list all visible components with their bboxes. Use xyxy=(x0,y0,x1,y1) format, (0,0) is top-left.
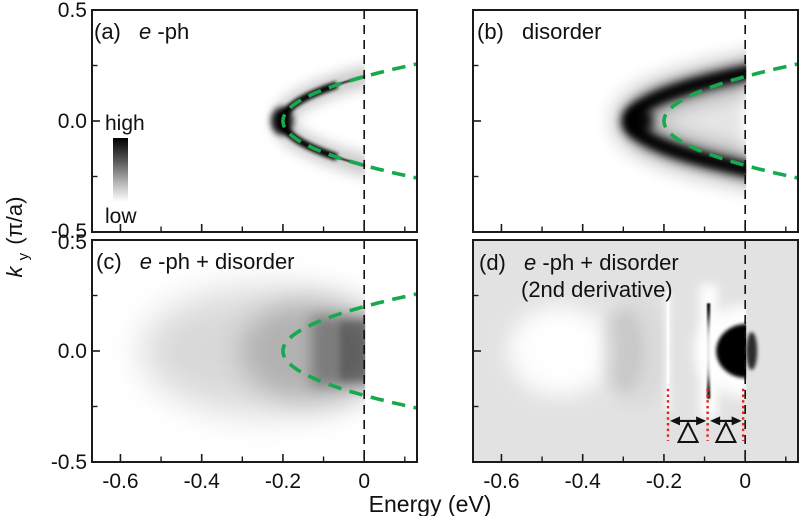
y-tick-label: 0.5 xyxy=(58,0,87,22)
bare-band-curve-a xyxy=(281,62,417,180)
y-axis-label-units: (π/a) xyxy=(2,197,27,245)
panel-b-title: (b) disorder xyxy=(477,19,602,44)
panel-c-border xyxy=(91,239,418,463)
darkest-edge-at-ef xyxy=(339,321,366,381)
gray-smudge-outer xyxy=(603,296,668,406)
panel-b-title-rest: disorder xyxy=(522,19,601,44)
dark-pocket xyxy=(716,324,747,378)
white-lobe-core xyxy=(536,327,589,375)
colorbar-low-label: low xyxy=(105,205,137,228)
colorbar-gradient xyxy=(113,138,128,202)
panel-b-spectral-map xyxy=(614,55,747,187)
x-tick-label: 0 xyxy=(358,470,370,493)
panel-c-index: (c) xyxy=(96,249,122,274)
y-tick-label: -0.5 xyxy=(51,451,87,474)
panel-a-title: (a) e -ph xyxy=(94,19,189,44)
panel-d-fermi-pocket xyxy=(695,305,747,397)
interior-shading xyxy=(631,73,744,169)
pocket-sliver-right xyxy=(746,332,758,370)
faint-line xyxy=(666,291,670,411)
arrowhead-right-icon xyxy=(696,416,707,426)
y-tick-label: 0.0 xyxy=(58,340,87,363)
panel-b-index: (b) xyxy=(477,19,504,44)
arrowhead-left-icon xyxy=(670,416,680,426)
x-tick-label: 0 xyxy=(739,470,751,493)
panel-c-title: (c) e -ph + disorder xyxy=(96,249,295,274)
panel-a-index: (a) xyxy=(94,19,121,44)
y-tick-label: 0.5 xyxy=(58,231,87,254)
colorbar-high-label: high xyxy=(105,112,145,135)
panel-c-spectral-map xyxy=(141,287,366,415)
x-tick-label: -0.2 xyxy=(265,470,301,493)
x-tick-label: -0.6 xyxy=(483,470,519,493)
panel-d-title-rest: -ph + disorder xyxy=(542,250,678,275)
panel-a-spectral-map xyxy=(271,65,366,177)
panel-b-border xyxy=(472,9,799,233)
panel-a-border xyxy=(91,9,418,233)
delta-triangle-symbol-1 xyxy=(714,420,738,443)
y-axis-label: k y (π/a) xyxy=(2,197,33,278)
panel-c-title-rest: -ph + disorder xyxy=(158,249,294,274)
y-axis-label-sub: y xyxy=(15,252,32,260)
delta-triangle-symbol-0 xyxy=(676,420,700,443)
panel-c-title-e: e xyxy=(140,249,152,274)
panel-d-index: (d) xyxy=(479,250,506,275)
x-tick-label: -0.4 xyxy=(565,470,602,493)
panel-d-title: (d) e -ph + disorder xyxy=(479,250,679,275)
y-axis-label-k: k xyxy=(2,265,27,277)
x-axis-label: Energy (eV) xyxy=(369,491,492,516)
x-tick-label: -0.6 xyxy=(102,470,138,493)
arrowhead-right-icon xyxy=(731,416,742,426)
y-tick-label: -0.5 xyxy=(51,220,87,243)
bare-band-curve-b xyxy=(662,62,798,180)
y-tick-label: 0.0 xyxy=(58,110,87,133)
arrowhead-left-icon xyxy=(710,416,721,426)
panel-d-derivative-map xyxy=(508,284,758,418)
x-tick-label: -0.2 xyxy=(646,470,682,493)
figure-text-layer: high low (a) e -ph (b) disorder (c) e -p… xyxy=(2,19,679,516)
panel-d-title-line2: (2nd derivative) xyxy=(521,277,673,302)
panels-render-layer: -0.6 -0.4 -0.2 0 -0.6 -0.4 -0.2 00.50.0-0.50.50… xyxy=(51,0,799,493)
panel-a-title-e: e xyxy=(139,19,151,44)
x-tick-label: -0.4 xyxy=(184,470,221,493)
panel-d-border xyxy=(472,239,799,463)
panel-d-title-e: e xyxy=(524,250,536,275)
bare-band-curve-c xyxy=(281,292,417,410)
panel-a-title-rest: -ph xyxy=(157,19,189,44)
